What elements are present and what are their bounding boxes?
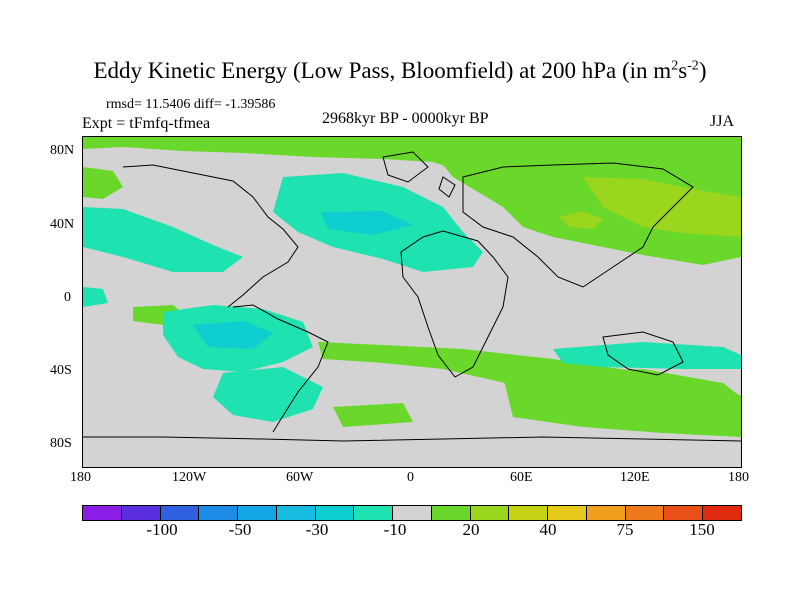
y-tick-label: 40S — [50, 363, 72, 378]
eke-field-map — [83, 137, 741, 467]
map-panel — [82, 136, 742, 468]
colorbar-swatch — [160, 506, 200, 520]
x-tick-label: 60E — [510, 470, 533, 485]
colorbar-swatch — [625, 506, 665, 520]
colorbar-swatch — [703, 506, 742, 520]
colorbar-label: 150 — [689, 520, 715, 539]
y-tick-label: 80N — [50, 143, 75, 158]
colorbar-label: -30 — [305, 520, 329, 539]
y-tick-label: 40N — [50, 217, 75, 232]
x-tick-label: 120W — [172, 470, 207, 485]
colorbar-label: 40 — [539, 520, 557, 539]
colorbar-swatch — [121, 506, 161, 520]
colorbar-swatch — [199, 506, 239, 520]
colorbar-swatch — [664, 506, 704, 520]
x-tick-label: 0 — [407, 470, 414, 485]
colorbar-swatch — [83, 506, 122, 520]
colorbar-swatch — [586, 506, 626, 520]
period-label: 2968kyr BP - 0000kyr BP — [322, 110, 489, 127]
x-tick-label: 120E — [620, 470, 650, 485]
colorbar-swatch — [238, 506, 277, 520]
colorbar-label: -100 — [146, 520, 178, 539]
colorbar-label: -50 — [228, 520, 252, 539]
colorbar-swatch — [509, 506, 549, 520]
plot-title: Eddy Kinetic Energy (Low Pass, Bloomfiel… — [93, 58, 707, 83]
colorbar-label: 75 — [616, 520, 634, 539]
colorbar-swatch — [276, 506, 316, 520]
colorbar-swatch — [315, 506, 355, 520]
colorbar-swatch — [354, 506, 394, 520]
x-tick-label: 60W — [286, 470, 314, 485]
y-tick-label: 80S — [50, 436, 72, 451]
x-tick-label: 180 — [70, 470, 91, 485]
y-tick-label: 0 — [64, 290, 71, 305]
colorbar-swatch — [548, 506, 587, 520]
colorbar-label: 20 — [462, 520, 480, 539]
colorbar-swatch — [470, 506, 510, 520]
colorbar-swatch — [393, 506, 432, 520]
colorbar-label: -10 — [383, 520, 407, 539]
x-tick-label: 180 — [728, 470, 749, 485]
season-label: JJA — [710, 113, 735, 130]
experiment-label: Expt = tFmfq-tfmea — [82, 115, 211, 132]
colorbar-swatch — [431, 506, 471, 520]
stats-label: rmsd= 11.5406 diff= -1.39586 — [106, 97, 276, 112]
colorbar — [82, 505, 742, 521]
